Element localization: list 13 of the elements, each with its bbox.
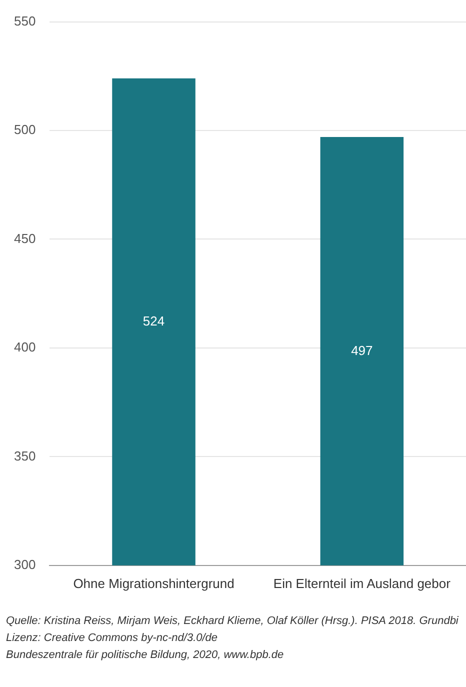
data-label: 524 <box>142 313 165 328</box>
y-tick-label: 500 <box>14 122 36 138</box>
y-tick-label: 450 <box>14 230 36 246</box>
x-tick-label: Ein Elternteil im Ausland gebor <box>273 576 452 591</box>
text: Lizenz: Creative Commons by-nc-nd/3.0/de <box>6 631 219 646</box>
x-tick-label: Ohne Migrationshintergrund <box>73 576 234 591</box>
y-tick-label: 400 <box>14 340 36 355</box>
data-label: 497 <box>351 342 373 358</box>
y-tick-label: 350 <box>14 448 36 464</box>
text: Bundeszentrale für politische Bildung, 2020, www.bpb.de <box>6 648 285 663</box>
y-tick-label: 550 <box>14 13 36 28</box>
source-note: Quelle: Kristina Reiss, Mirjam Weis, Eckhard Klieme, Olaf Köller (Hrsg.). PISA 2018. Grundbi <box>6 614 460 629</box>
y-tick-label: 300 <box>14 556 36 572</box>
